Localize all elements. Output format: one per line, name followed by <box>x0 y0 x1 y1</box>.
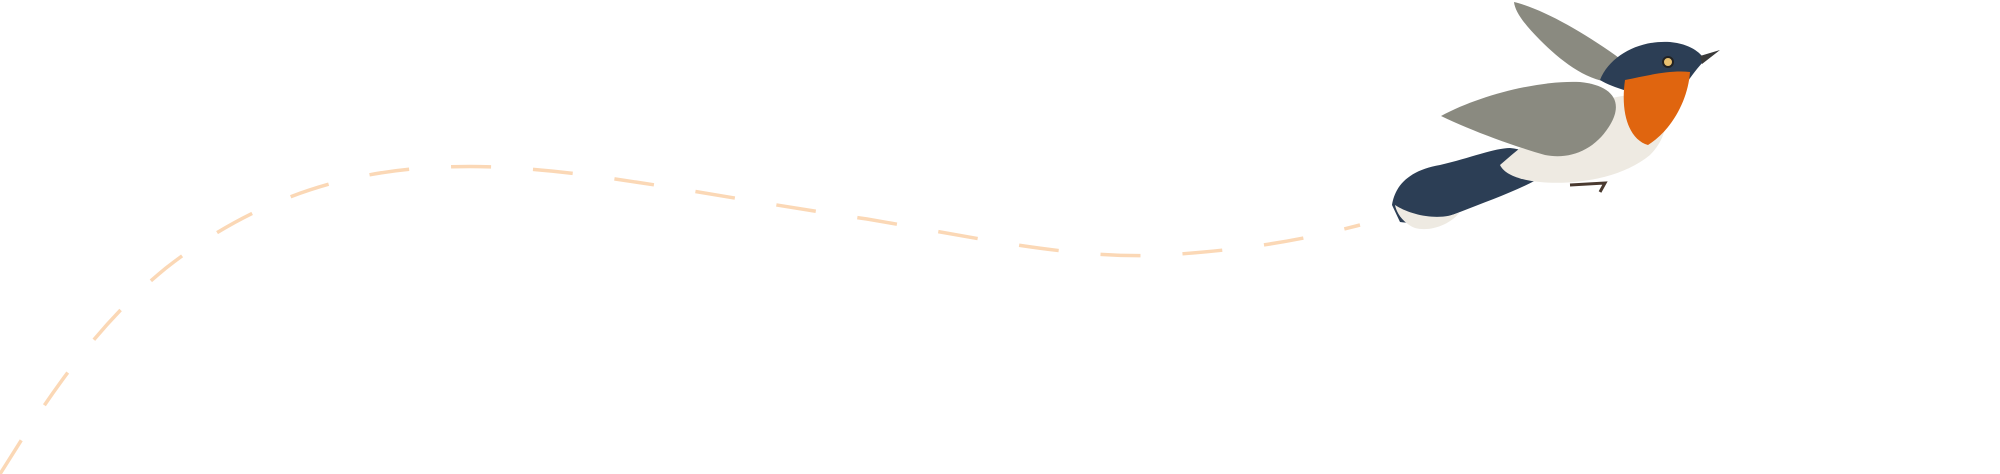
bird-upper-wing <box>1514 2 1625 82</box>
dashed-flight-path <box>0 164 1361 474</box>
bird-lower-wing <box>1441 81 1616 157</box>
bird-beak <box>1700 50 1720 64</box>
flying-bird-icon <box>1392 2 1720 230</box>
bird-feet <box>1569 181 1608 193</box>
bird-eye <box>1662 56 1674 68</box>
bird-throat <box>1623 71 1690 145</box>
bird-tail-tips <box>1395 205 1460 230</box>
